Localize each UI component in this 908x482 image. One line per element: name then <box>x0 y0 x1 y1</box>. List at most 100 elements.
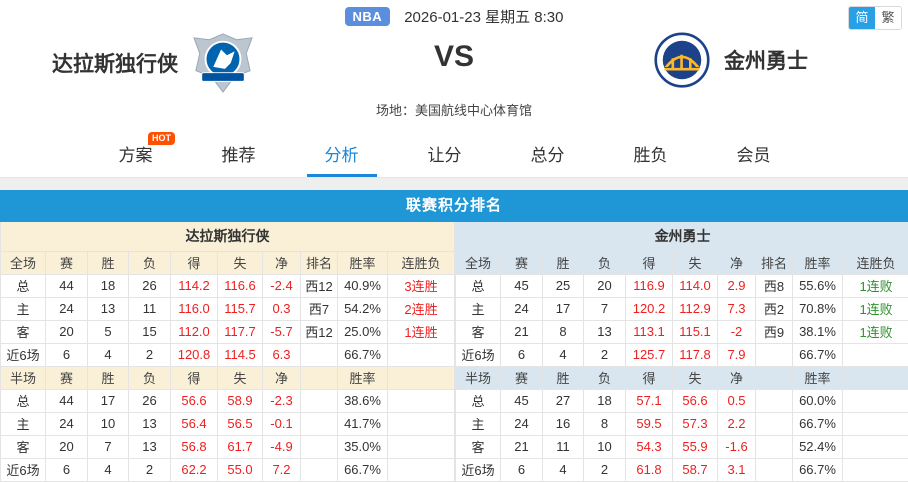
tab-member[interactable]: 会员 <box>702 130 805 177</box>
table-cell: 1连败 <box>841 296 908 321</box>
column-header-cell: 胜率 <box>337 365 388 390</box>
column-header-cell: 赛 <box>500 365 543 390</box>
tab-plans-label: 方案 <box>118 146 153 165</box>
lang-traditional-button[interactable]: 繁 <box>875 7 901 29</box>
table-cell: 17 <box>87 388 129 413</box>
tab-member-label: 会员 <box>736 146 771 165</box>
table-cell: 13 <box>583 319 626 344</box>
table-cell: 58.9 <box>217 388 263 413</box>
table-cell: 20 <box>45 319 88 344</box>
table-cell <box>755 388 793 413</box>
table-cell: 主 <box>0 296 46 321</box>
table-row: 主 24 17 7 120.2 112.9 7.3 西2 70.8% 1连败 <box>455 296 908 321</box>
column-header-cell: 胜 <box>542 250 584 275</box>
table-cell: 117.8 <box>672 342 718 367</box>
tab-totals[interactable]: 总分 <box>496 130 599 177</box>
table-cell: 60.0% <box>792 388 843 413</box>
table-cell: 40.9% <box>337 273 388 298</box>
tab-plans[interactable]: 方案 HOT <box>84 130 187 177</box>
column-header-cell <box>387 365 455 390</box>
tab-recommend[interactable]: 推荐 <box>187 130 290 177</box>
hot-badge: HOT <box>148 132 175 145</box>
table-row: 近6场 6 4 2 62.2 55.0 7.2 66.7% <box>0 457 455 482</box>
table-row: 客 20 5 15 112.0 117.7 -5.7 西12 25.0% 1连胜 <box>0 319 455 344</box>
table-cell: 13 <box>128 411 171 436</box>
table-row: 客 21 8 13 113.1 115.1 -2 西9 38.1% 1连败 <box>455 319 908 344</box>
table-cell <box>755 342 793 367</box>
table-row: 总 45 27 18 57.1 56.6 0.5 60.0% <box>455 388 908 413</box>
tab-winloss[interactable]: 胜负 <box>599 130 702 177</box>
table-cell: 6 <box>500 457 543 482</box>
table-cell: 主 <box>455 296 501 321</box>
table-cell: 近6场 <box>0 342 46 367</box>
table-cell: 13 <box>87 296 129 321</box>
column-header-cell: 全场 <box>0 250 46 275</box>
table-cell: 7.2 <box>262 457 301 482</box>
away-team-name: 金州勇士 <box>724 50 808 73</box>
match-meta: NBA 2026-01-23 星期五 8:30 <box>0 6 908 27</box>
table-cell: 44 <box>45 273 88 298</box>
table-cell: 西12 <box>300 273 338 298</box>
column-header-cell: 失 <box>217 365 263 390</box>
table-cell: 113.1 <box>625 319 673 344</box>
table-cell: 总 <box>0 273 46 298</box>
tab-handicap[interactable]: 让分 <box>393 130 496 177</box>
tab-analysis[interactable]: 分析 <box>290 130 393 177</box>
table-cell: 125.7 <box>625 342 673 367</box>
table-cell: 24 <box>500 411 543 436</box>
table-cell: 6.3 <box>262 342 301 367</box>
match-datetime: 2026-01-23 星期五 8:30 <box>404 9 564 26</box>
table-cell <box>387 388 455 413</box>
table-cell: 2.9 <box>717 273 756 298</box>
table-row: 主 24 13 11 116.0 115.7 0.3 西7 54.2% 2连胜 <box>0 296 455 321</box>
table-cell: 57.1 <box>625 388 673 413</box>
column-header-cell: 排名 <box>300 250 338 275</box>
table-cell: 13 <box>128 434 171 459</box>
table-cell: 115.1 <box>672 319 718 344</box>
venue-label: 场地：美国航线中心体育馆 <box>375 103 532 118</box>
table-cell: 主 <box>0 411 46 436</box>
table-row: 总 45 25 20 116.9 114.0 2.9 西8 55.6% 1连败 <box>455 273 908 298</box>
table-cell: 62.2 <box>170 457 218 482</box>
away-standings-table: 金州勇士 全场赛胜负得失净排名 胜率 连胜负总 45 25 20 116.9 114.0 2.9 西… <box>454 222 908 482</box>
table-row: 全场赛胜负得失净排名 胜率 连胜负 <box>0 250 455 275</box>
table-cell: 25 <box>542 273 584 298</box>
table-cell: 55.0 <box>217 457 263 482</box>
table-cell: 2 <box>583 457 626 482</box>
table-cell: 45 <box>500 388 543 413</box>
table-cell: 66.7% <box>337 342 388 367</box>
table-cell: 1连败 <box>841 273 908 298</box>
table-cell: 45 <box>500 273 543 298</box>
tab-analysis-label: 分析 <box>324 146 359 165</box>
table-cell: 24 <box>45 411 88 436</box>
lang-simplified-button[interactable]: 简 <box>849 7 875 29</box>
column-header-cell: 得 <box>625 365 673 390</box>
table-cell: 15 <box>128 319 171 344</box>
table-cell: 117.7 <box>217 319 263 344</box>
table-cell: 10 <box>87 411 129 436</box>
table-cell <box>755 457 793 482</box>
away-team: 金州勇士 <box>654 32 808 88</box>
table-cell <box>841 457 908 482</box>
table-row: 近6场 6 4 2 120.8 114.5 6.3 66.7% <box>0 342 455 367</box>
table-cell: 7.3 <box>717 296 756 321</box>
table-cell: 近6场 <box>455 342 501 367</box>
table-cell: 116.0 <box>170 296 218 321</box>
table-cell: 近6场 <box>0 457 46 482</box>
column-header-cell: 失 <box>217 250 263 275</box>
table-cell: 主 <box>455 411 501 436</box>
column-header-cell: 赛 <box>45 365 88 390</box>
table-cell: 3.1 <box>717 457 756 482</box>
match-header: NBA 2026-01-23 星期五 8:30 简 繁 达拉斯独行侠 VS <box>0 0 908 130</box>
table-cell: 24 <box>500 296 543 321</box>
table-cell <box>387 411 455 436</box>
column-header-cell: 胜率 <box>337 250 388 275</box>
table-cell: 57.3 <box>672 411 718 436</box>
table-cell: 66.7% <box>792 411 843 436</box>
table-cell: 114.2 <box>170 273 218 298</box>
vs-label: VS <box>433 40 475 73</box>
table-cell: -0.1 <box>262 411 301 436</box>
table-cell: 10 <box>583 434 626 459</box>
table-cell: 25.0% <box>337 319 388 344</box>
